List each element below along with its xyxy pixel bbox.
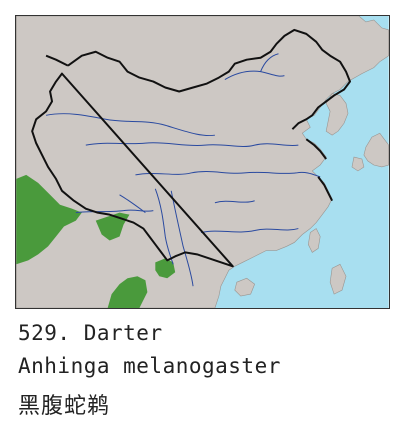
species-chinese-name: 黑腹蛇鹈	[18, 394, 111, 419]
land-hainan	[234, 277, 256, 297]
species-number: 529.	[18, 321, 71, 345]
rivers	[45, 53, 321, 287]
land-taiwan	[307, 228, 321, 253]
land-japan	[363, 132, 389, 168]
range-myanmar	[107, 276, 148, 308]
species-scientific-name: Anhinga melanogaster	[18, 354, 281, 378]
range-indochina	[155, 258, 176, 279]
species-number-and-name: 529. Darter	[18, 321, 163, 345]
map-svg	[16, 16, 389, 308]
range-map	[15, 15, 390, 309]
land-kyushu	[351, 156, 365, 172]
range-bangladesh	[95, 212, 130, 241]
land-korea	[325, 93, 349, 136]
mongolia-border	[45, 54, 69, 67]
china-border	[31, 28, 351, 268]
range-india	[16, 174, 82, 265]
species-common-name: Darter	[83, 321, 163, 345]
land-luzon	[329, 263, 347, 295]
